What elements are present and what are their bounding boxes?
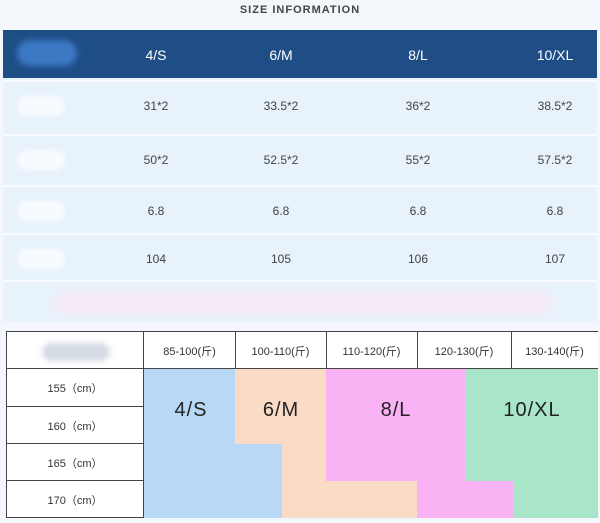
header-size-xl: 10/XL — [536, 47, 574, 63]
region-size-xl-lower — [513, 481, 598, 518]
region-size-xl — [465, 368, 598, 481]
size-label-s: 4/S — [174, 399, 208, 421]
table-cell: 6.8 — [147, 204, 165, 218]
redacted-footer-note — [53, 292, 553, 314]
height-weight-chart: 85-100(斤) 100-110(斤) 110-120(斤) 120-130(… — [6, 331, 598, 518]
header-size-l: 8/L — [408, 47, 428, 63]
grid-line — [6, 443, 144, 444]
size-table-header: 4/S 6/M 8/L 10/XL — [3, 30, 597, 78]
weight-header: 110-120(斤) — [342, 346, 401, 358]
table-cell: 6.8 — [409, 204, 427, 218]
table-footer-row — [3, 280, 597, 324]
table-cell: 106 — [407, 252, 429, 266]
redacted-row-label — [17, 201, 65, 221]
table-cell: 107 — [544, 252, 566, 266]
table-cell: 52.5*2 — [263, 153, 299, 167]
grid-line — [6, 517, 144, 518]
grid-line — [326, 331, 327, 368]
header-size-m: 6/M — [269, 47, 293, 63]
table-cell: 55*2 — [405, 153, 431, 167]
weight-header: 130-140(斤) — [525, 346, 584, 358]
grid-line — [6, 331, 598, 332]
grid-line — [6, 406, 144, 407]
table-cell: 50*2 — [143, 153, 169, 167]
grid-line — [6, 368, 598, 369]
table-cell: 38.5*2 — [537, 99, 573, 113]
region-size-l — [326, 368, 465, 481]
height-label: 155（cm） — [47, 383, 103, 395]
table-row: 6.8 6.8 6.8 6.8 — [3, 185, 597, 235]
table-cell: 33.5*2 — [263, 99, 299, 113]
header-size-s: 4/S — [145, 47, 167, 63]
weight-header: 85-100(斤) — [163, 346, 216, 358]
region-size-l-lower — [417, 481, 513, 518]
grid-line — [6, 480, 144, 481]
grid-line — [235, 331, 236, 368]
size-table: 4/S 6/M 8/L 10/XL 31*2 33.5*2 36*2 38.5*… — [3, 30, 597, 322]
grid-line — [143, 331, 144, 518]
grid-line — [6, 331, 7, 518]
size-label-l: 8/L — [380, 399, 412, 421]
table-cell: 31*2 — [143, 99, 169, 113]
redacted-header-label — [17, 40, 77, 66]
grid-line — [417, 331, 418, 368]
table-cell: 6.8 — [272, 204, 290, 218]
table-row: 31*2 33.5*2 36*2 38.5*2 — [3, 80, 597, 130]
table-row: 50*2 52.5*2 55*2 57.5*2 — [3, 134, 597, 184]
height-label: 165（cm） — [47, 458, 103, 470]
page-title: SIZE INFORMATION — [239, 4, 361, 16]
redacted-row-label — [17, 96, 65, 116]
table-cell: 57.5*2 — [537, 153, 573, 167]
height-label: 160（cm） — [47, 421, 103, 433]
redacted-row-label — [17, 150, 65, 170]
height-label: 170（cm） — [47, 495, 103, 507]
grid-line — [511, 331, 512, 368]
region-size-m — [235, 368, 326, 444]
table-cell: 36*2 — [405, 99, 431, 113]
redacted-row-label — [17, 249, 65, 269]
weight-header: 120-130(斤) — [434, 346, 494, 358]
table-cell: 104 — [145, 252, 167, 266]
weight-header: 100-110(斤) — [251, 346, 310, 358]
redacted-corner-label — [42, 343, 110, 361]
table-cell: 6.8 — [546, 204, 564, 218]
size-label-m: 6/M — [262, 399, 300, 421]
table-cell: 105 — [270, 252, 292, 266]
table-row: 104 105 106 107 — [3, 233, 597, 283]
size-label-xl: 10/XL — [503, 399, 561, 421]
